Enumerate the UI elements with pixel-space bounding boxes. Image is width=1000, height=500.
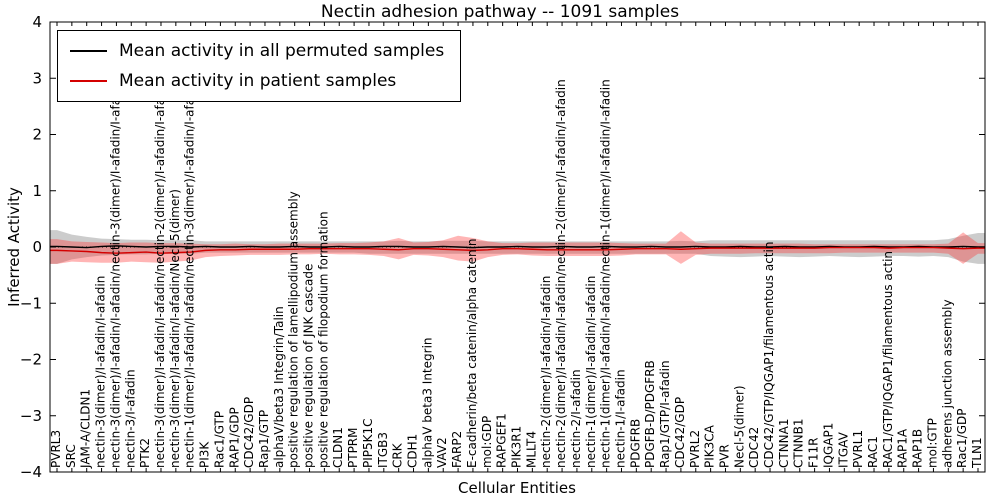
legend-item-patient: Mean activity in patient samples [70,71,444,91]
category-label: RAC1 [866,436,880,468]
category-label: FARP2 [450,431,464,468]
category-label: RAP1/GDP [227,407,241,468]
category-label: mol:GTP [925,418,939,468]
category-label: mol:GDP [480,416,494,468]
category-label: PTK2 [138,438,152,468]
category-label: Necl-5(dimer) [732,385,746,468]
category-label: positive regulation of JNK cascade [302,264,316,468]
category-label: alphaV beta3 Integrin [420,337,434,468]
category-label: nectin-2(dimer)/I-afadin/I-afadin [539,276,553,468]
category-label: nectin-3/I-afadin [123,369,137,468]
category-label: adherens junction assembly [940,299,954,468]
legend-patient-line-swatch [70,80,107,82]
y-tick-label: −4 [20,463,42,481]
category-label: RAP1A [896,428,910,468]
category-label: nectin-1(dimer)/I-afadin/I-afadin [584,276,598,468]
category-label: RAC1/GTP/IQGAP1/filamentous actin [881,251,895,468]
category-label: IQGAP1 [821,423,835,468]
category-label: ITGB3 [376,432,390,468]
category-label: CDC42/GTP/IQGAP1/filamentous actin [762,242,776,468]
category-label: nectin-3(dimer)/I-afadin/I-afadin/nectin… [153,79,167,468]
category-label: PDGFB-D/PDGFRB [643,360,657,468]
category-label: F11R [807,437,821,468]
y-tick-label: 2 [32,126,42,144]
category-label: CRK [391,442,405,468]
category-label: CTNNB1 [792,418,806,468]
category-label: PIK3R1 [510,426,524,468]
category-label: PVRL1 [851,430,865,468]
category-label: RAPGEF1 [495,413,509,468]
category-label: E-cadherin/beta catenin/alpha catenin [465,238,479,468]
category-label: RAP1B [911,429,925,468]
category-label: PVRL3 [49,430,63,468]
legend-label-permuted: Mean activity in all permuted samples [119,41,445,61]
y-tick-label: 3 [32,69,42,87]
category-label: nectin-3(dimer)/I-afadin/I-afadin [94,276,108,468]
y-tick-label: −2 [20,351,42,369]
legend-item-permuted: Mean activity in all permuted samples [70,41,444,61]
y-tick-label: 0 [32,238,42,256]
category-label: SRC [64,444,78,468]
category-label: Rap1/GTP/I-afadin [658,360,672,468]
category-label: CDC42/GDP [673,397,687,468]
category-label: PDGFRB [628,419,642,468]
category-label: PIP5K1C [361,418,375,468]
category-label: CTNNA1 [777,418,791,468]
category-label: PTPRM [346,428,360,469]
category-label: CLDN1 [331,427,345,468]
legend: Mean activity in all permuted samples Me… [57,30,462,102]
mean-line-patient [50,246,985,254]
legend-label-patient: Mean activity in patient samples [119,71,397,91]
confidence-band-patient [50,231,985,264]
category-label: ITGAV [836,431,850,468]
category-label: nectin-1/I-afadin [613,369,627,468]
category-label: PVRL2 [688,430,702,468]
category-label: MLLT4 [524,431,538,468]
category-label: PVR [717,444,731,468]
category-label: alphaV/beta3 Integrin/Talin [272,306,286,468]
category-label: nectin-1(dimer)/I-afadin/I-afadin/nectin… [183,79,197,468]
category-label: nectin-3(dimer)/I-afadin/I-afadin/Necl-5… [168,189,182,468]
category-label: CDC42/GDP [242,397,256,468]
legend-permuted-line-swatch [70,50,107,52]
y-tick-label: 4 [32,13,42,31]
chart-title: Nectin adhesion pathway -- 1091 samples [320,2,680,22]
category-label: TLN1 [970,437,984,469]
category-label: positive regulation of lamellipodium ass… [287,191,301,468]
category-label: PIK3CA [703,424,717,468]
category-label: JAM-A/CLDN1 [79,389,93,469]
category-label: CDC42 [747,427,761,468]
category-label: Rap1/GTP [257,410,271,468]
y-axis-label: Inferred Activity [5,187,23,307]
x-axis-label: Cellular Entities [458,479,576,497]
category-label: VAV2 [435,437,449,468]
category-label: PI3K [198,441,212,468]
category-label: positive regulation of filopodium format… [316,211,330,468]
category-label: CDH1 [406,434,420,468]
category-label: Rac1/GDP [955,409,969,468]
y-tick-label: −3 [20,407,42,425]
y-tick-label: −1 [20,294,42,312]
category-label: nectin-2/I-afadin [569,369,583,468]
y-tick-label: 1 [32,182,42,200]
mean-line-permuted [50,245,985,249]
category-label: Rac1/GTP [212,411,226,468]
category-label: nectin-2(dimer)/I-afadin/I-afadin/nectin… [554,79,568,468]
category-label: nectin-1(dimer)/I-afadin/I-afadin/nectin… [599,79,613,468]
category-label: nectin-3(dimer)/I-afadin/I-afadin/nectin… [108,79,122,468]
